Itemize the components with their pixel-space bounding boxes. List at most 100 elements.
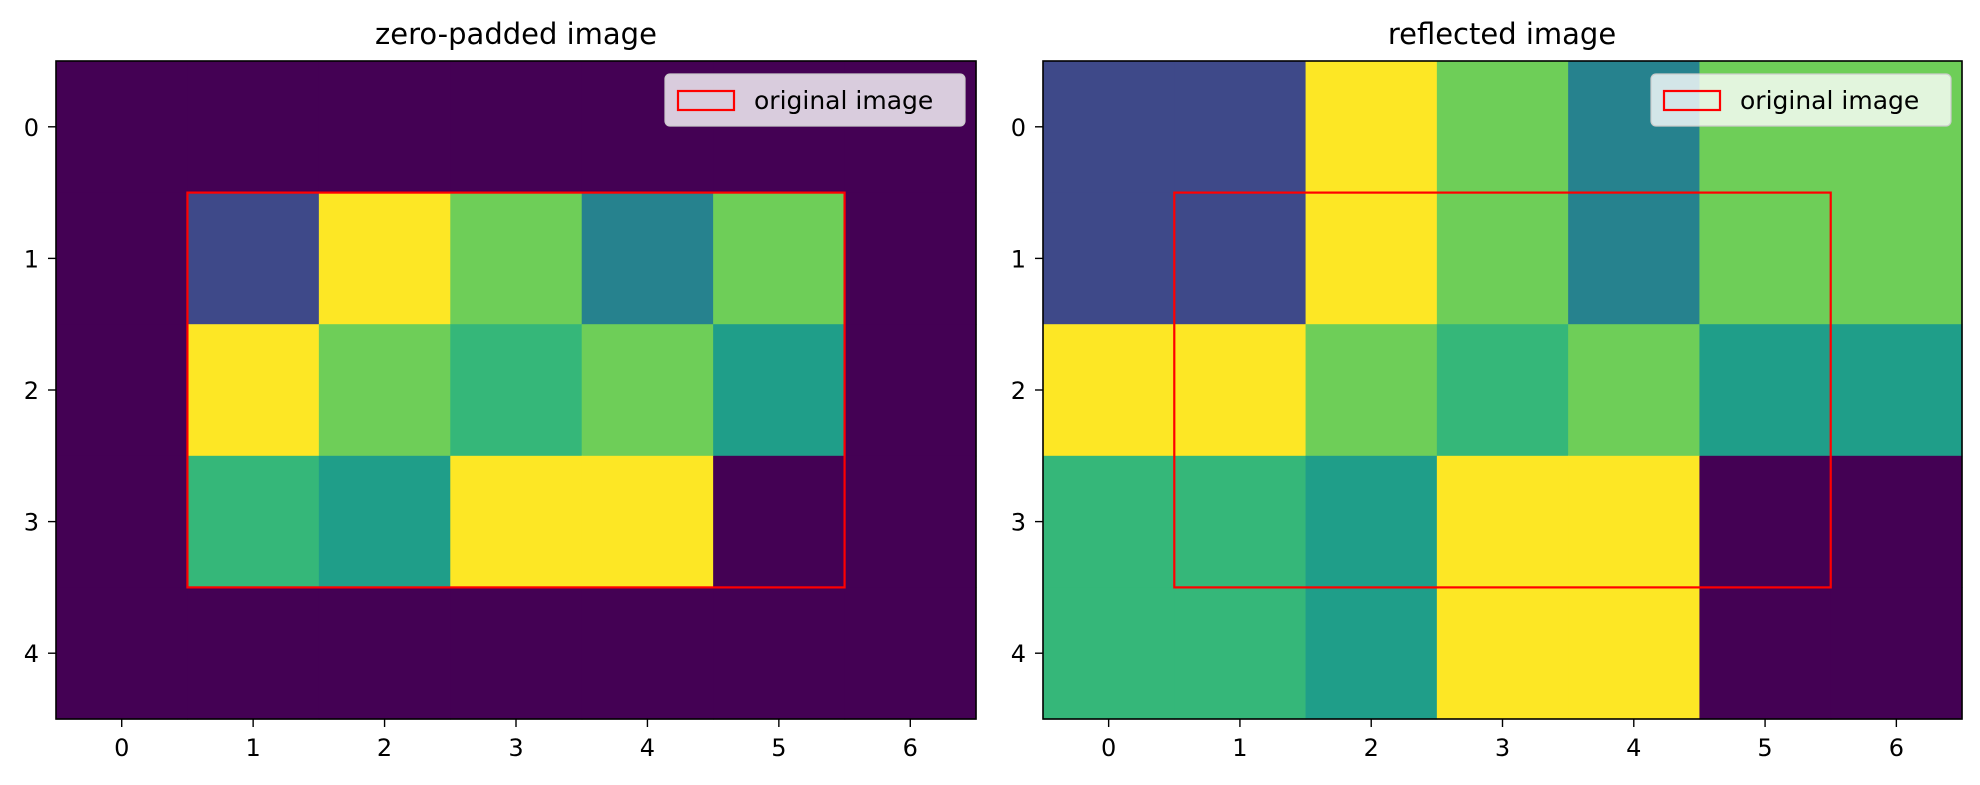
heatmap-cell (1830, 324, 1963, 457)
heatmap-cell (450, 455, 583, 588)
original-image-rectangle (186, 191, 846, 589)
y-tick-label: 2 (1011, 377, 1026, 405)
heatmap-cell (1436, 61, 1569, 194)
heatmap-cell (1830, 455, 1963, 588)
x-tick-label: 3 (1495, 734, 1510, 762)
y-tick-label: 3 (24, 509, 39, 537)
heatmap-cell (56, 192, 189, 325)
heatmap-cell (1174, 192, 1307, 325)
legend-label: original image (754, 86, 933, 115)
x-tick-label: 3 (508, 734, 523, 762)
heatmap-cell (581, 324, 714, 457)
original-image-rectangle (1173, 191, 1832, 589)
heatmap-cell (1043, 587, 1175, 720)
heatmap-cell (187, 324, 320, 457)
heatmap-cells (56, 61, 977, 720)
heatmap-cells (1043, 61, 1963, 720)
x-tick-label: 4 (1626, 734, 1641, 762)
chart-title: zero-padded image (375, 17, 657, 51)
heatmap-cell (1699, 587, 1832, 720)
heatmap-cell (1568, 192, 1701, 325)
x-tick-label: 6 (1889, 734, 1904, 762)
heatmap-cell (713, 324, 846, 457)
heatmap-cell (581, 587, 714, 720)
heatmap-cell (450, 324, 583, 457)
x-tick-label: 6 (903, 734, 918, 762)
heatmap-cell (1699, 324, 1832, 457)
heatmap-cell (713, 455, 846, 588)
heatmap-cell (1568, 455, 1701, 588)
legend-swatch (676, 89, 736, 112)
heatmap-cell (56, 324, 189, 457)
heatmap-cell (713, 587, 846, 720)
heatmap-cell (450, 192, 583, 325)
legend: original image (1650, 73, 1952, 127)
heatmap-cell (1174, 324, 1307, 457)
y-tick-label: 1 (24, 245, 39, 273)
legend: original image (664, 73, 966, 127)
heatmap-cell (1436, 455, 1569, 588)
heatmap-cell (1043, 455, 1175, 588)
heatmap-cell (56, 61, 189, 194)
heatmap-cell (1043, 192, 1175, 325)
heatmap-cell (318, 455, 451, 588)
heatmap-cell (1174, 455, 1307, 588)
heatmap-cell (844, 324, 977, 457)
reflected-panel: reflected image 0 1 2 3 4 5 6 0 1 2 3 4 original i… (1011, 17, 1963, 762)
heatmap-cell (187, 455, 320, 588)
heatmap-cell (1436, 192, 1569, 325)
x-tick-label: 0 (114, 734, 129, 762)
legend-label: original image (1740, 86, 1919, 115)
heatmap-cell (318, 324, 451, 457)
y-tick-label: 1 (1011, 245, 1026, 273)
heatmap-cell (450, 61, 583, 194)
x-tick-label: 2 (1364, 734, 1379, 762)
heatmap-cell (56, 587, 189, 720)
heatmap-cell (1436, 587, 1569, 720)
heatmap-cell (1305, 192, 1438, 325)
zero-padded-panel: zero-padded image 0 1 2 3 4 5 6 0 1 2 3 4 original… (24, 17, 977, 762)
heatmap-cell (187, 587, 320, 720)
heatmap-cell (1174, 587, 1307, 720)
heatmap-cell (318, 192, 451, 325)
x-tick-label: 4 (640, 734, 655, 762)
heatmap-cell (1568, 587, 1701, 720)
heatmap-cell (1305, 61, 1438, 194)
heatmap-cell (1043, 61, 1175, 194)
heatmap-cell (1699, 455, 1832, 588)
heatmap-cell (1699, 192, 1832, 325)
heatmap-cell (844, 587, 977, 720)
y-tick-label: 4 (24, 640, 39, 668)
y-tick-label: 4 (1011, 640, 1026, 668)
y-tick-label: 0 (24, 114, 39, 142)
x-tick-label: 0 (1101, 734, 1116, 762)
y-tick-label: 2 (24, 377, 39, 405)
heatmap-cell (1305, 324, 1438, 457)
heatmap-cell (318, 587, 451, 720)
heatmap-cell (1174, 61, 1307, 194)
heatmap-cell (318, 61, 451, 194)
heatmap-cell (1043, 324, 1175, 457)
heatmap-cell (450, 587, 583, 720)
heatmap-cell (1830, 192, 1963, 325)
legend-swatch (1662, 89, 1722, 112)
heatmap-cell (713, 192, 846, 325)
heatmap-cell (1305, 455, 1438, 588)
heatmap-cell (187, 61, 320, 194)
x-axis-ticks: 0 1 2 3 4 5 6 (1101, 719, 1904, 762)
y-tick-label: 0 (1011, 114, 1026, 142)
legend-box (1650, 73, 1952, 127)
heatmap-cell (1568, 324, 1701, 457)
x-tick-label: 2 (377, 734, 392, 762)
heatmap-cell (1436, 324, 1569, 457)
heatmap-cell (1830, 587, 1963, 720)
heatmap-cell (581, 192, 714, 325)
x-axis-ticks: 0 1 2 3 4 5 6 (114, 719, 918, 762)
x-tick-label: 5 (1757, 734, 1772, 762)
heatmap-cell (581, 455, 714, 588)
y-axis-ticks: 0 1 2 3 4 (1011, 114, 1043, 668)
heatmap-cell (56, 455, 189, 588)
x-tick-label: 1 (1232, 734, 1247, 762)
y-tick-label: 3 (1011, 509, 1026, 537)
